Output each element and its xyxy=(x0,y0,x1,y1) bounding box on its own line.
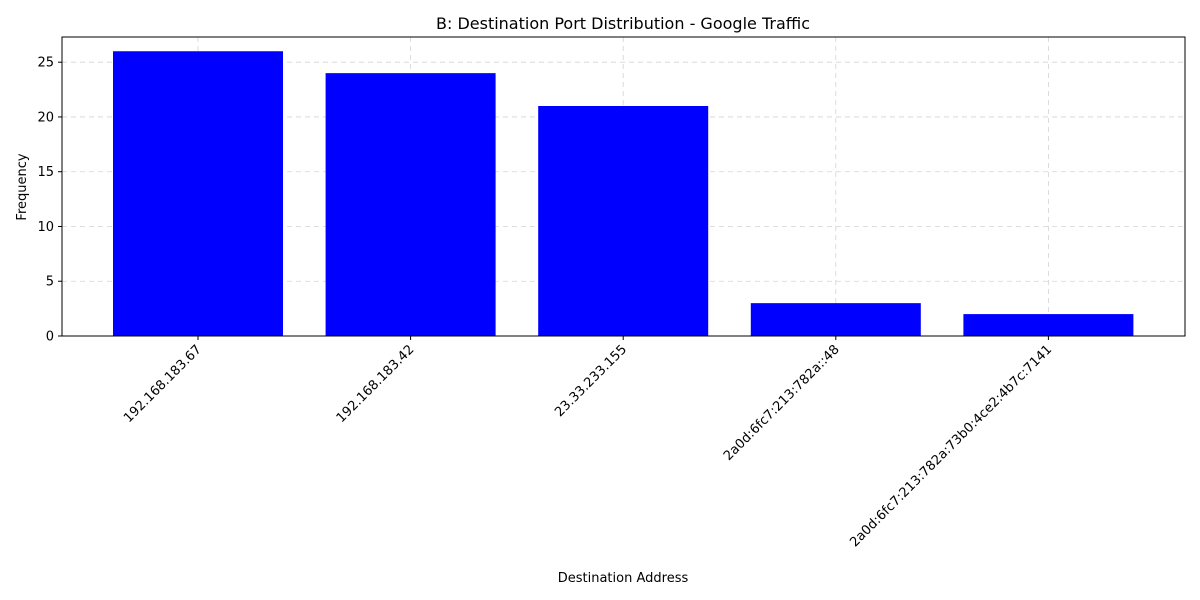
x-axis-ticks: 192.168.183.67 192.168.183.42 23.33.233.15… xyxy=(121,336,1055,550)
bars xyxy=(113,51,1134,337)
x-tick-label: 192.168.183.67 xyxy=(121,342,205,426)
x-tick-label: 23.33.233.155 xyxy=(552,342,630,420)
y-tick-label: 20 xyxy=(37,110,54,125)
y-tick-label: 5 xyxy=(46,275,54,290)
y-tick-label: 15 xyxy=(37,165,54,180)
bar xyxy=(750,303,921,336)
x-axis-label: Destination Address xyxy=(558,571,689,586)
y-tick-label: 0 xyxy=(46,330,54,345)
bar xyxy=(963,314,1134,336)
y-tick-label: 25 xyxy=(37,56,54,71)
chart-title: B: Destination Port Distribution - Googl… xyxy=(436,14,810,33)
bar xyxy=(113,51,283,336)
bar xyxy=(538,106,709,336)
x-tick-label: 2a0d:6fc7:213:782a::48 xyxy=(721,342,843,464)
bar xyxy=(325,73,496,337)
x-tick-label: 192.168.183.42 xyxy=(334,342,418,426)
y-axis-label: Frequency xyxy=(15,153,30,220)
plot-frame xyxy=(61,36,1186,337)
y-axis-ticks: 0 5 10 15 20 25 xyxy=(37,56,62,345)
y-tick-label: 10 xyxy=(37,220,54,235)
x-tick-label: 2a0d:6fc7:213:782a:73b0:4ce2:4b7c:7141 xyxy=(847,342,1055,550)
